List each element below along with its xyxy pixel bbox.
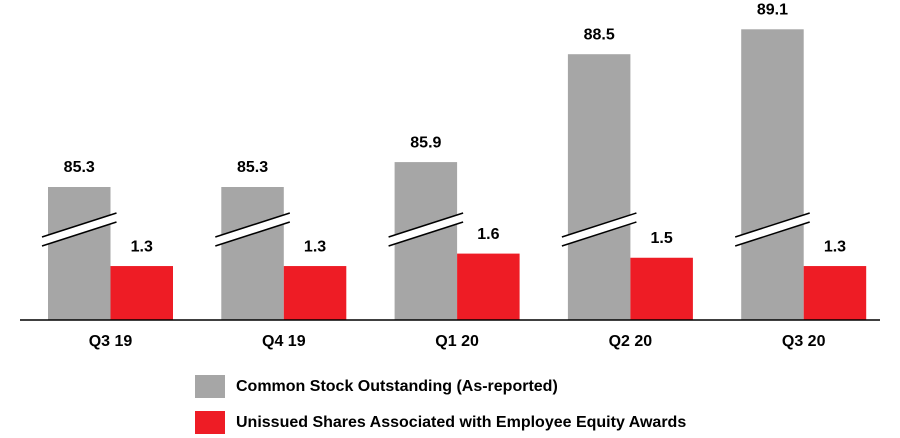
- legend-label: Common Stock Outstanding (As-reported): [236, 378, 558, 395]
- value-label: 1.3: [304, 238, 326, 255]
- x-tick-label: Q4 19: [262, 333, 306, 350]
- x-tick-label: Q3 19: [89, 333, 133, 350]
- axis-break: [735, 213, 810, 246]
- axis-break: [42, 213, 117, 246]
- bar: [110, 266, 173, 320]
- axis-break-line: [561, 221, 637, 247]
- axis-break-line: [41, 212, 117, 238]
- value-label: 1.6: [477, 226, 499, 243]
- value-label: 85.3: [237, 159, 268, 176]
- bar: [567, 54, 631, 320]
- bar: [741, 29, 804, 321]
- bar: [803, 266, 867, 320]
- value-label: 89.1: [757, 2, 788, 19]
- x-tick-label: Q2 20: [609, 333, 653, 350]
- axis-break-line: [734, 212, 810, 238]
- x-tick-label: Q1 20: [435, 333, 479, 350]
- axis-break: [388, 213, 464, 246]
- axis-break-line: [388, 212, 464, 238]
- bar: [221, 187, 284, 320]
- axis-break-line: [215, 212, 291, 238]
- bar: [630, 257, 693, 320]
- axis-break-line: [734, 221, 810, 247]
- value-label: 88.5: [584, 26, 615, 43]
- x-tick-label: Q3 20: [782, 333, 826, 350]
- axis-break-line: [41, 221, 117, 247]
- legend-label: Unissued Shares Associated with Employee…: [236, 414, 686, 431]
- axis-break-line: [215, 221, 291, 247]
- bar: [457, 253, 520, 320]
- value-label: 85.9: [410, 134, 441, 151]
- axis-break-line: [561, 212, 637, 238]
- value-label: 85.3: [64, 159, 95, 176]
- axis-break-line: [388, 221, 464, 247]
- bar: [48, 187, 111, 320]
- value-label: 1.3: [131, 238, 153, 255]
- axis-break: [215, 213, 290, 246]
- legend-swatch: [195, 411, 225, 434]
- value-label: 1.5: [651, 230, 673, 247]
- axis-break: [561, 213, 637, 246]
- bar: [283, 266, 347, 320]
- value-label: 1.3: [824, 238, 846, 255]
- legend-swatch: [195, 375, 225, 398]
